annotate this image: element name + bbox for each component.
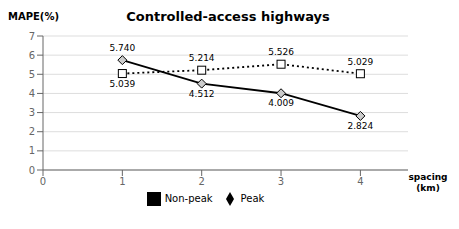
svg-text:1: 1 — [29, 145, 35, 156]
svg-text:0: 0 — [40, 176, 46, 187]
html-text:Controlled-access highways: Controlled-access highways — [126, 9, 330, 24]
svg-text:7: 7 — [29, 31, 35, 42]
svg-text:4: 4 — [357, 176, 363, 187]
html-text:Peak: Peak — [240, 193, 265, 204]
svg-text:3: 3 — [29, 107, 35, 118]
svg-text:3: 3 — [278, 176, 284, 187]
svg-text:4.512: 4.512 — [189, 89, 215, 99]
svg-text:2.824: 2.824 — [348, 121, 374, 131]
html-text:(km): (km) — [416, 183, 440, 193]
svg-text:1: 1 — [119, 176, 125, 187]
html-text:MAPE(%): MAPE(%) — [8, 11, 59, 22]
svg-text:4: 4 — [29, 88, 35, 99]
svg-text:5.526: 5.526 — [268, 47, 294, 57]
svg-text:5.029: 5.029 — [348, 57, 374, 67]
svg-text:6: 6 — [29, 50, 35, 61]
html-text:Non-peak: Non-peak — [164, 193, 213, 204]
svg-text:2: 2 — [199, 176, 205, 187]
html-text:spacing: spacing — [408, 172, 448, 182]
svg-text:4.009: 4.009 — [268, 98, 294, 108]
svg-text:0: 0 — [29, 165, 35, 176]
svg-text:5.039: 5.039 — [109, 79, 135, 89]
svg-text:5.214: 5.214 — [189, 53, 215, 63]
svg-text:5.740: 5.740 — [109, 43, 135, 53]
svg-text:2: 2 — [29, 126, 35, 137]
svg-text:5: 5 — [29, 69, 35, 80]
